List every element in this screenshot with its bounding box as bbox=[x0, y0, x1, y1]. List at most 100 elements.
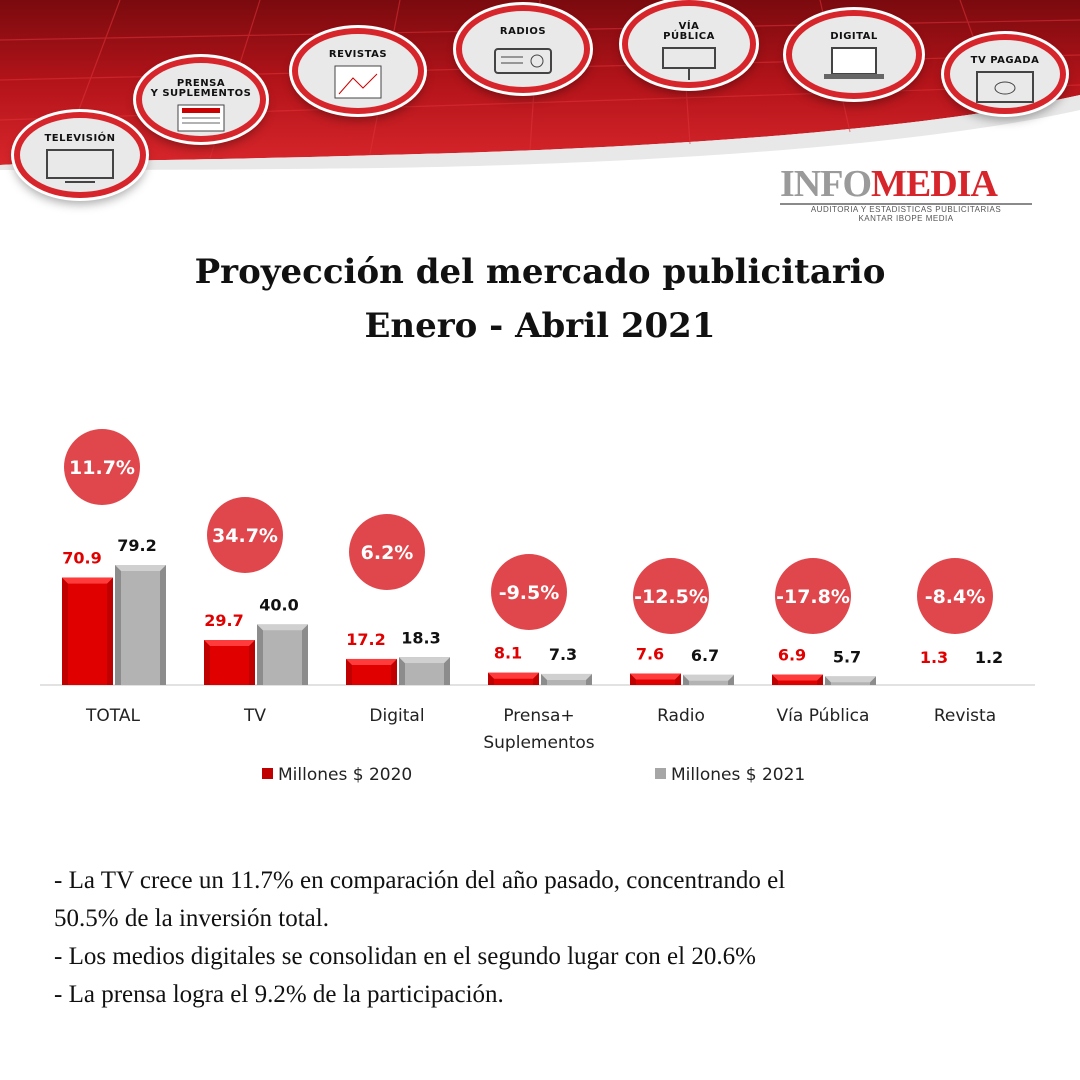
media-badge-laptop: DIGITAL bbox=[786, 10, 922, 99]
bar-2021-face bbox=[405, 663, 444, 685]
legend-label: Millones $ 2020 bbox=[278, 765, 412, 785]
billboard-icon bbox=[659, 46, 719, 82]
growth-bubble bbox=[917, 558, 993, 634]
bar-2020-face bbox=[494, 678, 533, 685]
value-label-2021: 79.2 bbox=[117, 536, 156, 555]
chart-canvas: 70.9 79.2 11.7% TOTAL 29.7 40.0 34.7% TV 17.2 18.… bbox=[40, 429, 1035, 785]
value-label-2021: 7.3 bbox=[549, 645, 577, 664]
value-label-2021: 6.7 bbox=[691, 646, 719, 665]
note-line: - La TV crece un 11.7% en comparación de… bbox=[54, 867, 786, 894]
bar-2021-face bbox=[263, 630, 302, 685]
media-badge-label: REVISTAS bbox=[328, 49, 388, 60]
value-label-2021: 18.3 bbox=[401, 628, 440, 647]
media-badge-label: VÍA PÚBLICA bbox=[663, 21, 715, 42]
legend-swatch bbox=[262, 768, 273, 779]
bar-2020-face bbox=[68, 583, 107, 685]
logo-divider bbox=[780, 203, 1032, 205]
media-badge-label: TELEVISIÓN bbox=[44, 133, 116, 144]
bar-2020-face bbox=[778, 680, 817, 685]
logo-info-text: INFO bbox=[780, 163, 872, 205]
growth-bubble bbox=[633, 558, 709, 634]
logo-wordmark: INFOMEDIA bbox=[780, 165, 1035, 203]
legend-swatch bbox=[655, 768, 666, 779]
value-label-2021: 5.7 bbox=[833, 647, 861, 666]
value-label-2020: 29.7 bbox=[204, 611, 243, 630]
bar-2021-bevel bbox=[541, 673, 592, 680]
growth-bubble bbox=[491, 554, 567, 630]
media-badge-label: TV PAGADA bbox=[970, 55, 1040, 66]
laptop-icon bbox=[822, 46, 886, 86]
bar-2021-face bbox=[689, 680, 728, 685]
satellite-dish-icon bbox=[975, 70, 1035, 108]
bar-2021-face bbox=[831, 682, 870, 685]
media-badge-label: RADIOS bbox=[499, 26, 547, 37]
media-badge-tv: TELEVISIÓN bbox=[14, 112, 146, 199]
bar-2020-bevel bbox=[346, 658, 397, 665]
media-badge-newspaper: PRENSA Y SUPLEMENTOS bbox=[136, 57, 266, 143]
value-label-2021: 1.2 bbox=[975, 648, 1003, 667]
logo-media-text: MEDIA bbox=[871, 163, 998, 205]
legend-label: Millones $ 2021 bbox=[671, 765, 805, 785]
category-label: Prensa+ bbox=[503, 706, 574, 726]
value-label-2020: 7.6 bbox=[636, 644, 664, 663]
notes-block: - La TV crece un 11.7% en comparación de… bbox=[54, 862, 1044, 1014]
bar-chart: 70.9 79.2 11.7% TOTAL 29.7 40.0 34.7% TV 17.2 18.… bbox=[0, 400, 1080, 820]
category-label: Vía Pública bbox=[777, 706, 870, 726]
value-label-2021: 40.0 bbox=[259, 595, 298, 614]
media-badge-magazine: REVISTAS bbox=[292, 28, 424, 115]
value-label-2020: 6.9 bbox=[778, 646, 806, 665]
growth-bubble bbox=[64, 429, 140, 505]
logo-subtitle: AUDITORIA Y ESTADISTICAS PUBLICITARIAS bbox=[810, 205, 1002, 214]
bar-2021-face bbox=[121, 571, 160, 685]
media-badge-label: PRENSA Y SUPLEMENTOS bbox=[150, 78, 252, 99]
note-line: 50.5% de la inversión total. bbox=[54, 905, 329, 932]
bar-2020-bevel bbox=[488, 672, 539, 679]
growth-bubble bbox=[349, 514, 425, 590]
media-badge-satellite-dish: TV PAGADA bbox=[944, 34, 1066, 115]
media-badge-radio: RADIOS bbox=[456, 5, 590, 93]
category-label: TOTAL bbox=[85, 706, 140, 726]
value-label-2020: 70.9 bbox=[62, 549, 101, 568]
growth-label: -17.8% bbox=[776, 586, 850, 608]
logo-subtitle-kantar: KANTAR IBOPE MEDIA bbox=[858, 214, 954, 223]
media-badge-label: DIGITAL bbox=[830, 31, 878, 42]
category-label: Revista bbox=[934, 706, 996, 726]
bar-2020-bevel bbox=[62, 577, 113, 584]
bar-2021-bevel bbox=[115, 565, 166, 571]
radio-icon bbox=[493, 41, 553, 79]
bar-2020-bevel bbox=[204, 640, 255, 646]
bar-2020-face bbox=[636, 679, 675, 685]
growth-bubble bbox=[775, 558, 851, 634]
bar-2020-bevel bbox=[630, 673, 681, 680]
infomedia-logo: INFOMEDIA AUDITORIA Y ESTADISTICAS PUBLI… bbox=[780, 165, 1035, 223]
bar-2020-bevel bbox=[772, 674, 823, 681]
note-line: - La prensa logra el 9.2% de la particip… bbox=[54, 981, 504, 1008]
value-label-2020: 17.2 bbox=[346, 630, 385, 649]
bar-2020-face bbox=[352, 664, 391, 685]
page-title: Proyección del mercado publicitario Ener… bbox=[0, 245, 1080, 353]
growth-label: -9.5% bbox=[499, 582, 560, 604]
value-label-2020: 1.3 bbox=[920, 648, 948, 667]
category-label: TV bbox=[243, 706, 266, 726]
value-label-2020: 8.1 bbox=[494, 644, 522, 663]
growth-bubble bbox=[207, 497, 283, 573]
bar-2021-bevel bbox=[399, 657, 450, 664]
bar-2021-bevel bbox=[257, 624, 308, 631]
growth-label: 34.7% bbox=[212, 525, 278, 547]
category-label: Digital bbox=[369, 706, 424, 726]
category-label: Suplementos bbox=[483, 733, 594, 753]
bar-2021-bevel bbox=[683, 674, 734, 681]
growth-label: 11.7% bbox=[69, 457, 135, 479]
note-line: - Los medios digitales se consolidan en … bbox=[54, 943, 756, 970]
tv-icon bbox=[45, 148, 115, 188]
bar-2021-face bbox=[547, 679, 586, 685]
growth-label: -8.4% bbox=[925, 586, 986, 608]
media-badge-billboard: VÍA PÚBLICA bbox=[622, 0, 756, 88]
growth-label: -12.5% bbox=[634, 586, 708, 608]
newspaper-icon bbox=[176, 103, 226, 136]
title-line-1: Proyección del mercado publicitario bbox=[194, 252, 886, 292]
category-label: Radio bbox=[657, 706, 705, 726]
bar-2021-bevel bbox=[825, 676, 876, 683]
magazine-icon bbox=[333, 64, 383, 104]
growth-label: 6.2% bbox=[361, 542, 414, 564]
